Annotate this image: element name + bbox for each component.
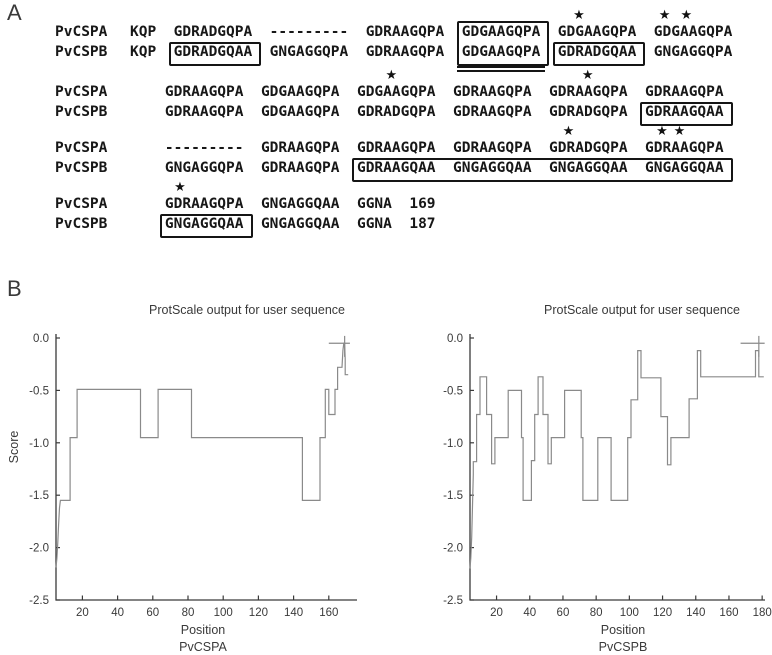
seq-row-label: PvCSPB bbox=[55, 216, 108, 232]
sequence-text: KQP GDRADGQAA GNGAGGQPA GDRAAGQPA GDGAAG… bbox=[130, 44, 733, 60]
axis-spine bbox=[55, 334, 357, 601]
seq-row-label: PvCSPA bbox=[55, 24, 108, 40]
motif-box bbox=[352, 158, 733, 182]
chart-sublabel: PvCSPA bbox=[179, 640, 227, 654]
mismatch-star-icon: ★ bbox=[658, 8, 671, 23]
x-axis-tick-label: 20 bbox=[76, 607, 89, 619]
y-axis-tick-label: 0.0 bbox=[33, 333, 49, 345]
chart-sublabel: PvCSPB bbox=[599, 640, 648, 654]
sequence-text: KQP GDRADGQPA --------- GDRAAGQPA GDGAAG… bbox=[130, 24, 733, 40]
y-axis-tick-label: -1.0 bbox=[29, 438, 49, 450]
panel-b-label: B bbox=[7, 276, 22, 301]
y-axis-tick-label: -2.5 bbox=[443, 595, 463, 607]
sequence-text: GNGAGGQPA GDRAAGQPA GDRAAGQAA GNGAGGQAA … bbox=[130, 160, 724, 176]
y-axis-tick-label: -2.5 bbox=[29, 595, 49, 607]
x-axis-label: Position bbox=[601, 623, 646, 637]
y-axis-tick-label: -2.0 bbox=[443, 543, 463, 555]
x-axis-tick-label: 140 bbox=[284, 607, 303, 619]
y-axis-label: Score bbox=[7, 431, 21, 464]
axis-spine bbox=[469, 334, 765, 601]
x-axis-tick-label: 120 bbox=[653, 607, 672, 619]
motif-box bbox=[168, 42, 262, 66]
y-axis-tick-label: -0.5 bbox=[443, 385, 463, 397]
y-axis-tick-label: -1.0 bbox=[443, 438, 463, 450]
x-axis-tick-label: 40 bbox=[523, 607, 536, 619]
sequence-text: GDRAAGQPA GDGAAGQPA GDRADGQPA GDRAAGQPA … bbox=[130, 104, 724, 120]
mismatch-star-icon: ★ bbox=[174, 180, 186, 195]
mismatch-star-icon: ★ bbox=[656, 124, 668, 139]
mismatch-star-icon: ★ bbox=[562, 124, 575, 139]
series-line bbox=[469, 350, 764, 569]
motif-box bbox=[552, 42, 646, 66]
mismatch-star-icon: ★ bbox=[385, 68, 398, 83]
x-axis-tick-label: 80 bbox=[590, 607, 603, 619]
sequence-text: GDRAAGQPA GDGAAGQPA GDGAAGQPA GDRAAGQPA … bbox=[130, 84, 724, 100]
chart-title: ProtScale output for user sequence bbox=[149, 303, 345, 317]
motif-box bbox=[456, 21, 550, 66]
y-axis-tick-label: -1.5 bbox=[29, 490, 49, 502]
y-axis-tick-label: -2.0 bbox=[29, 543, 49, 555]
double-underline bbox=[456, 70, 546, 72]
mismatch-star-icon: ★ bbox=[680, 8, 693, 23]
x-axis-tick-label: 60 bbox=[146, 607, 159, 619]
mismatch-star-icon: ★ bbox=[581, 68, 594, 83]
seq-row-label: PvCSPB bbox=[55, 160, 108, 176]
x-axis-tick-label: 120 bbox=[249, 607, 268, 619]
x-axis-tick-label: 180 bbox=[753, 607, 772, 619]
seq-row-label: PvCSPA bbox=[55, 84, 108, 100]
seq-row-label: PvCSPB bbox=[55, 104, 108, 120]
x-axis-tick-label: 80 bbox=[182, 607, 195, 619]
double-underline bbox=[456, 66, 546, 68]
sequence-text: GNGAGGQAA GNGAGGQAA GGNA 187 bbox=[130, 216, 436, 232]
mismatch-star-icon: ★ bbox=[673, 124, 686, 139]
motif-box bbox=[159, 214, 253, 238]
y-axis-tick-label: -0.5 bbox=[29, 385, 49, 397]
x-axis-label: Position bbox=[181, 623, 226, 637]
x-axis-tick-label: 40 bbox=[111, 607, 124, 619]
sequence-text: GDRAAGQPA GNGAGGQAA GGNA 169 bbox=[130, 196, 436, 212]
x-axis-tick-label: 60 bbox=[557, 607, 570, 619]
panel-a-label: A bbox=[7, 0, 22, 25]
y-axis-tick-label: -1.5 bbox=[443, 490, 463, 502]
x-axis-tick-label: 20 bbox=[490, 607, 503, 619]
motif-box bbox=[640, 102, 733, 126]
x-axis-tick-label: 140 bbox=[686, 607, 705, 619]
sequence-text: --------- GDRAAGQPA GDRAAGQPA GDRAAGQPA … bbox=[130, 140, 724, 156]
x-axis-tick-label: 160 bbox=[319, 607, 338, 619]
seq-row-label: PvCSPA bbox=[55, 140, 108, 156]
seq-row-label: PvCSPA bbox=[55, 196, 108, 212]
x-axis-tick-label: 160 bbox=[719, 607, 738, 619]
x-axis-tick-label: 100 bbox=[620, 607, 639, 619]
y-axis-tick-label: 0.0 bbox=[447, 333, 463, 345]
chart-title: ProtScale output for user sequence bbox=[544, 303, 740, 317]
mismatch-star-icon: ★ bbox=[573, 8, 585, 23]
seq-row-label: PvCSPB bbox=[55, 44, 108, 60]
x-axis-tick-label: 100 bbox=[214, 607, 233, 619]
sequence-alignment: PvCSPA KQP GDRADGQPA --------- GDRAAGQPA … bbox=[0, 0, 772, 260]
series-line bbox=[55, 342, 349, 568]
